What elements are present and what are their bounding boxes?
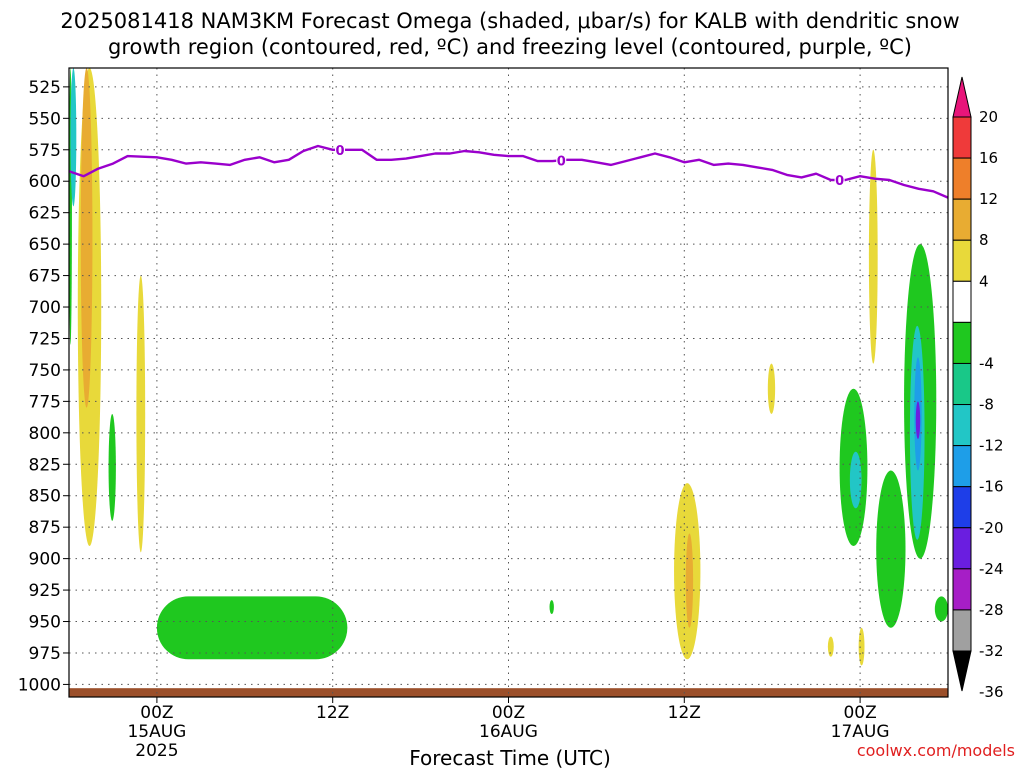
colorbar-label: 4 bbox=[979, 272, 989, 290]
x-tick-label: 17AUG bbox=[831, 722, 890, 742]
colorbar-bin bbox=[952, 650, 972, 692]
colorbar-label: -28 bbox=[979, 601, 1004, 619]
y-tick-label: 950 bbox=[29, 613, 61, 633]
x-tick-label: 12Z bbox=[316, 703, 349, 723]
colorbar-bin bbox=[952, 198, 972, 241]
y-tick-label: 850 bbox=[29, 487, 61, 507]
colorbar-bin bbox=[952, 609, 972, 652]
watermark: coolwx.com/models bbox=[857, 741, 1015, 760]
y-tick-label: 550 bbox=[29, 109, 61, 129]
colorbar-label: 20 bbox=[979, 108, 998, 126]
omega-region bbox=[549, 600, 554, 614]
freezing-level-label: 0 bbox=[336, 144, 345, 159]
colorbar-bin bbox=[952, 486, 972, 529]
x-tick-label: 12Z bbox=[668, 703, 701, 723]
freezing-level-label-bg bbox=[335, 141, 346, 158]
y-tick-label: 700 bbox=[29, 298, 61, 318]
freezing-level: 0 0 0 bbox=[68, 141, 949, 199]
x-axis-label: Forecast Time (UTC) bbox=[409, 746, 611, 768]
omega-region bbox=[858, 627, 865, 666]
grid bbox=[69, 68, 948, 697]
y-tick-label: 600 bbox=[29, 172, 61, 192]
omega-region bbox=[868, 149, 878, 364]
freezing-level-label: 0 bbox=[835, 174, 844, 189]
y-tick-label: 900 bbox=[29, 550, 61, 570]
freezing-level-label: 0 bbox=[557, 154, 566, 169]
colorbar-bin bbox=[952, 527, 972, 570]
freezing-level-label-bg bbox=[834, 171, 845, 188]
colorbar-label: 12 bbox=[979, 190, 998, 208]
y-tick-label: 625 bbox=[29, 204, 61, 224]
y-tick-label: 875 bbox=[29, 518, 61, 538]
omega-region bbox=[108, 413, 116, 521]
omega-region bbox=[156, 596, 348, 660]
colorbar-label: -36 bbox=[979, 683, 1004, 701]
y-tick-label: 725 bbox=[29, 329, 61, 349]
freezing-level-label-bg bbox=[556, 152, 567, 169]
y-tick-label: 775 bbox=[29, 392, 61, 412]
colorbar-bin bbox=[952, 321, 972, 364]
y-tick-label: 825 bbox=[29, 455, 61, 475]
colorbar: 20 16 12 8 4 -4 -8 -12 -16 -20 -24 -28 -32 -36 bbox=[952, 76, 1004, 701]
y-tick-label: 525 bbox=[29, 78, 61, 98]
y-tick-label: 650 bbox=[29, 235, 61, 255]
y-tick-label: 675 bbox=[29, 267, 61, 287]
x-tick-label: 00Z bbox=[843, 703, 876, 723]
omega-region bbox=[876, 470, 906, 628]
chart-title-line2: growth region (contoured, red, ºC) and f… bbox=[108, 35, 912, 59]
colorbar-label: -12 bbox=[979, 437, 1004, 455]
omega-region bbox=[934, 596, 948, 622]
colorbar-label: -32 bbox=[979, 642, 1004, 660]
colorbar-bin bbox=[952, 157, 972, 200]
colorbar-bin bbox=[952, 280, 972, 323]
y-tick-label: 925 bbox=[29, 581, 61, 601]
y-tick-label: 575 bbox=[29, 141, 61, 161]
colorbar-label: 16 bbox=[979, 149, 998, 167]
x-tick-label: 2025 bbox=[135, 741, 178, 761]
y-axis: 525 550 575 600 625 650 675 700 725 750 775 800 825 8… bbox=[18, 78, 69, 695]
x-tick-label: 00Z bbox=[140, 703, 173, 723]
colorbar-bin bbox=[952, 445, 972, 488]
y-tick-label: 1000 bbox=[18, 675, 61, 695]
omega-region bbox=[80, 68, 93, 408]
omega-region bbox=[827, 636, 834, 657]
colorbar-bin bbox=[952, 568, 972, 611]
colorbar-bin bbox=[952, 76, 972, 118]
colorbar-bin bbox=[952, 362, 972, 406]
colorbar-label: -4 bbox=[979, 354, 994, 372]
omega-region bbox=[915, 401, 921, 440]
omega-region bbox=[136, 275, 146, 553]
y-tick-label: 975 bbox=[29, 644, 61, 664]
colorbar-label: -24 bbox=[979, 560, 1004, 578]
x-tick-label: 16AUG bbox=[479, 722, 538, 742]
colorbar-bin bbox=[952, 239, 972, 282]
colorbar-label: -20 bbox=[979, 519, 1004, 537]
chart-title-line1: 2025081418 NAM3KM Forecast Omega (shaded… bbox=[60, 9, 959, 33]
y-tick-label: 800 bbox=[29, 424, 61, 444]
omega-region bbox=[849, 451, 862, 509]
x-tick-label: 15AUG bbox=[127, 722, 186, 742]
omega-region bbox=[70, 68, 77, 207]
x-tick-label: 00Z bbox=[492, 703, 525, 723]
colorbar-label: -16 bbox=[979, 478, 1004, 496]
y-tick-label: 750 bbox=[29, 361, 61, 381]
colorbar-bin bbox=[952, 404, 972, 447]
freezing-level-line bbox=[68, 144, 949, 199]
omega-region bbox=[685, 533, 694, 628]
omega-region bbox=[767, 363, 776, 414]
colorbar-bin bbox=[952, 116, 972, 159]
colorbar-label: 8 bbox=[979, 231, 989, 249]
omega-shading bbox=[69, 67, 948, 666]
colorbar-label: -8 bbox=[979, 396, 994, 414]
